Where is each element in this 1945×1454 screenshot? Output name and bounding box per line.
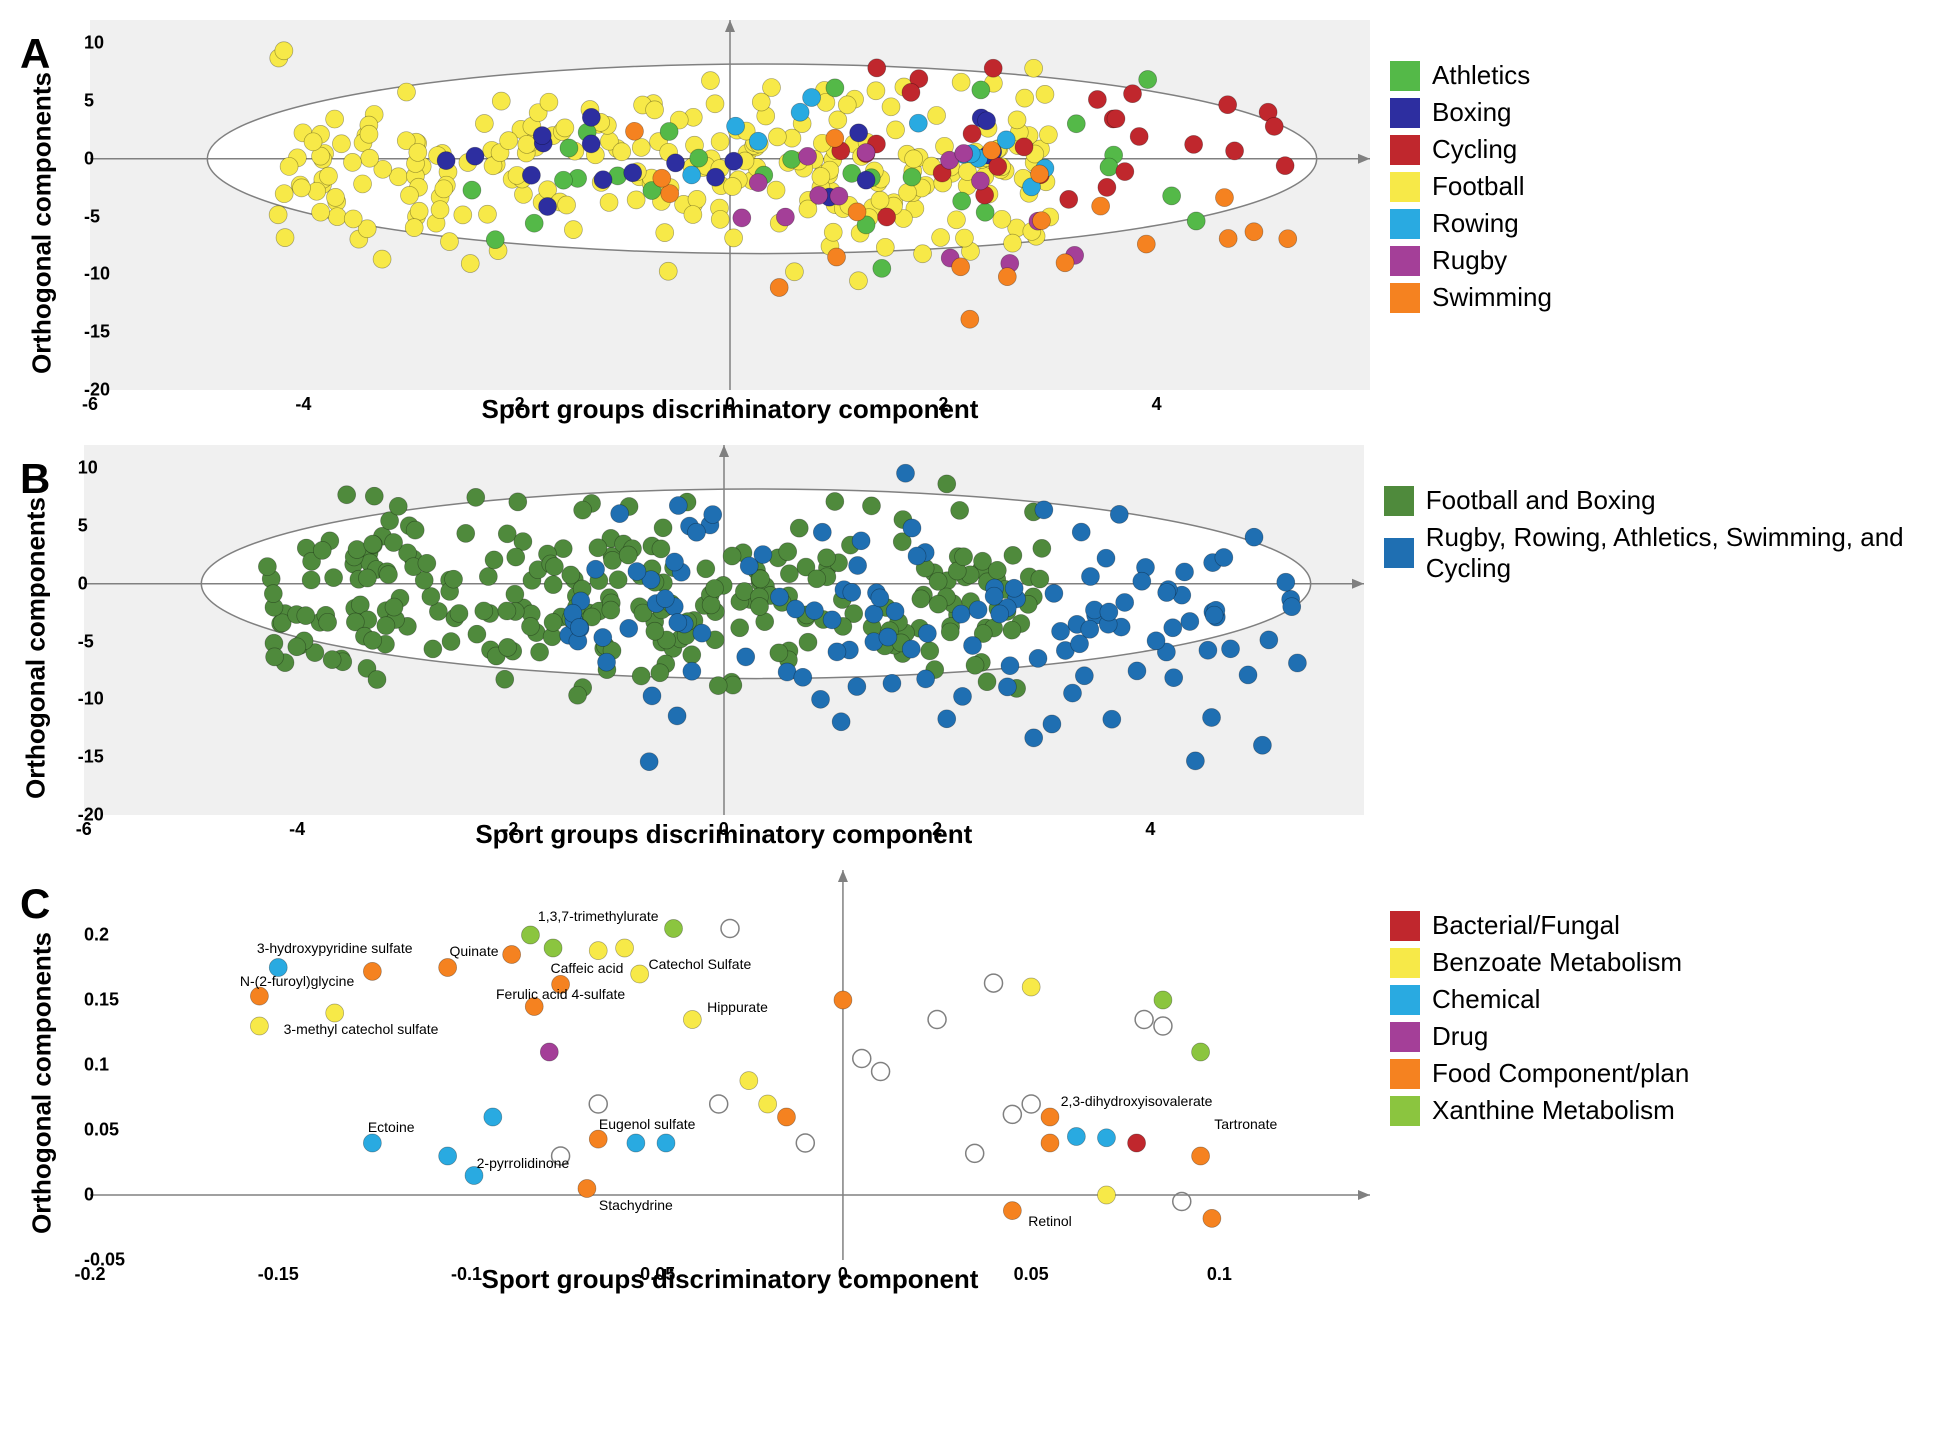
figure: A Orthogonal components -6-4-2024-20-15-… xyxy=(20,20,1920,1295)
panel-a-plot: -6-4-2024-20-15-10-50510 xyxy=(90,20,1370,390)
xtick-label: 2 xyxy=(932,819,942,840)
legend-label: Benzoate Metabolism xyxy=(1432,947,1682,978)
xtick-label: -4 xyxy=(289,819,305,840)
legend-swatch xyxy=(1390,172,1420,202)
xtick-label: 0 xyxy=(725,394,735,415)
scatter-point-label: Stachydrine xyxy=(599,1197,673,1213)
xtick-label: 0 xyxy=(838,1264,848,1285)
legend-swatch xyxy=(1390,98,1420,128)
legend-swatch xyxy=(1390,1059,1420,1089)
scatter-point-label: Retinol xyxy=(1028,1213,1072,1229)
legend-item: Football and Boxing xyxy=(1384,485,1920,516)
legend-swatch xyxy=(1390,135,1420,165)
panel-b-label: B xyxy=(20,445,64,503)
panel-a-row: A Orthogonal components -6-4-2024-20-15-… xyxy=(20,20,1920,425)
legend-label: Boxing xyxy=(1432,97,1512,128)
legend-swatch xyxy=(1390,246,1420,276)
legend-swatch xyxy=(1390,985,1420,1015)
xtick-label: -0.1 xyxy=(451,1264,482,1285)
legend-swatch xyxy=(1390,61,1420,91)
panel-b-plot: -6-4-2024-20-15-10-50510 xyxy=(84,445,1364,815)
legend-item: Chemical xyxy=(1390,984,1750,1015)
xtick-label: -4 xyxy=(295,394,311,415)
legend-item: Rugby xyxy=(1390,245,1750,276)
scatter-point-label: Tartronate xyxy=(1214,1116,1277,1132)
panel-a-ylabel: Orthogonal components xyxy=(27,72,58,374)
legend-label: Rugby, Rowing, Athletics, Swimming, and … xyxy=(1426,522,1920,584)
scatter-point-label: 3-hydroxypyridine sulfate xyxy=(257,940,413,956)
legend-label: Drug xyxy=(1432,1021,1488,1052)
legend-label: Xanthine Metabolism xyxy=(1432,1095,1675,1126)
legend-swatch xyxy=(1390,1022,1420,1052)
legend-item: Rugby, Rowing, Athletics, Swimming, and … xyxy=(1384,522,1920,584)
legend-swatch xyxy=(1390,911,1420,941)
scatter-point-label: Hippurate xyxy=(707,999,768,1015)
legend-label: Athletics xyxy=(1432,60,1530,91)
legend-label: Rugby xyxy=(1432,245,1507,276)
legend-item: Swimming xyxy=(1390,282,1750,313)
panel-c-plot: -0.2-0.15-0.1-0.0500.050.1-0.0500.050.10… xyxy=(90,870,1370,1260)
scatter-point-label: 3-methyl catechol sulfate xyxy=(284,1021,439,1037)
legend-item: Drug xyxy=(1390,1021,1750,1052)
panel-b-legend: Football and Boxing Rugby, Rowing, Athlet… xyxy=(1384,445,1920,584)
legend-item: Bacterial/Fungal xyxy=(1390,910,1750,941)
panel-c-ylabel: Orthogonal components xyxy=(27,932,58,1234)
xtick-label: -0.05 xyxy=(634,1264,675,1285)
legend-label: Food Component/plan xyxy=(1432,1058,1689,1089)
scatter-point-label: Eugenol sulfate xyxy=(599,1116,696,1132)
scatter-point-label: 2-pyrrolidinone xyxy=(477,1155,570,1171)
xtick-label: 4 xyxy=(1145,819,1155,840)
panel-b-row: B Orthogonal components -6-4-2024-20-15-… xyxy=(20,445,1920,850)
legend-swatch xyxy=(1390,283,1420,313)
panel-b-chart: Orthogonal components -6-4-2024-20-15-10… xyxy=(84,445,1364,850)
legend-item: Xanthine Metabolism xyxy=(1390,1095,1750,1126)
xtick-label: -2 xyxy=(509,394,525,415)
legend-item: Boxing xyxy=(1390,97,1750,128)
xtick-label: 0.1 xyxy=(1207,1264,1232,1285)
panel-b-ylabel: Orthogonal components xyxy=(20,497,51,799)
legend-item: Food Component/plan xyxy=(1390,1058,1750,1089)
legend-item: Athletics xyxy=(1390,60,1750,91)
xtick-label: 0 xyxy=(719,819,729,840)
xtick-label: 2 xyxy=(938,394,948,415)
legend-item: Football xyxy=(1390,171,1750,202)
scatter-point-label: N-(2-furoyl)glycine xyxy=(240,973,354,989)
legend-swatch xyxy=(1390,209,1420,239)
panel-c-row: C Orthogonal components -0.2-0.15-0.1-0.… xyxy=(20,870,1920,1295)
scatter-point-label: Catechol Sulfate xyxy=(649,956,752,972)
xtick-label: -0.15 xyxy=(258,1264,299,1285)
legend-swatch xyxy=(1390,1096,1420,1126)
legend-swatch xyxy=(1390,948,1420,978)
panel-a-chart: Orthogonal components -6-4-2024-20-15-10… xyxy=(90,20,1370,425)
legend-swatch xyxy=(1384,486,1414,516)
legend-label: Football xyxy=(1432,171,1525,202)
legend-item: Cycling xyxy=(1390,134,1750,165)
xtick-label: 0.05 xyxy=(1014,1264,1049,1285)
legend-item: Rowing xyxy=(1390,208,1750,239)
panel-a-legend: Athletics Boxing Cycling Football Rowing Rugb… xyxy=(1390,20,1750,313)
scatter-point-label: Ectoine xyxy=(368,1119,415,1135)
scatter-point-label: Ferulic acid 4-sulfate xyxy=(496,986,625,1002)
scatter-point-label: 1,3,7-trimethylurate xyxy=(538,908,659,924)
legend-item: Benzoate Metabolism xyxy=(1390,947,1750,978)
scatter-point-label: Caffeic acid xyxy=(550,960,623,976)
xtick-label: -2 xyxy=(502,819,518,840)
legend-label: Rowing xyxy=(1432,208,1519,239)
scatter-point-label: Quinate xyxy=(449,943,498,959)
panel-c-chart: Orthogonal components -0.2-0.15-0.1-0.05… xyxy=(90,870,1370,1295)
panel-c-label: C xyxy=(20,870,70,928)
legend-label: Football and Boxing xyxy=(1426,485,1656,516)
legend-label: Swimming xyxy=(1432,282,1552,313)
legend-label: Bacterial/Fungal xyxy=(1432,910,1620,941)
xtick-label: 4 xyxy=(1152,394,1162,415)
legend-swatch xyxy=(1384,538,1414,568)
legend-label: Cycling xyxy=(1432,134,1517,165)
panel-c-legend: Bacterial/Fungal Benzoate Metabolism Chemi… xyxy=(1390,870,1750,1126)
legend-label: Chemical xyxy=(1432,984,1540,1015)
scatter-point-label: 2,3-dihydroxyisovalerate xyxy=(1061,1093,1213,1109)
panel-a-label: A xyxy=(20,20,70,78)
